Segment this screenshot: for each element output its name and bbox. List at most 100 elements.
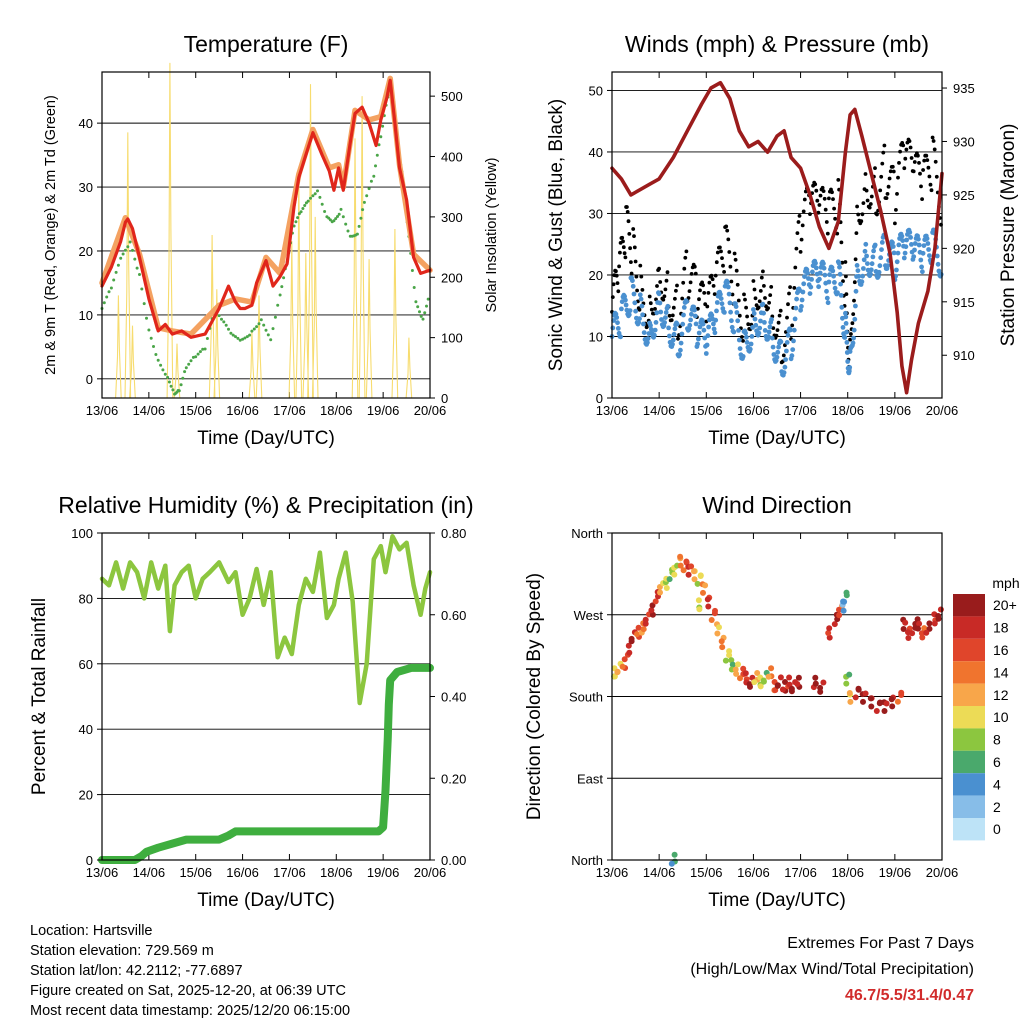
wind-point <box>665 303 671 309</box>
wind-point <box>831 273 836 279</box>
colorbar-label: 10 <box>993 709 1009 725</box>
direction-point <box>881 708 888 714</box>
direction-point <box>625 642 632 649</box>
gust-point <box>921 168 925 172</box>
dewpoint-point <box>250 329 254 333</box>
wind-point <box>632 300 638 306</box>
wind-point <box>700 321 706 327</box>
gust-point <box>616 289 621 294</box>
wind-point <box>868 271 873 277</box>
gust-point <box>618 250 622 255</box>
gust-point <box>795 231 800 236</box>
dewpoint-point <box>355 232 359 236</box>
gust-point <box>786 302 790 307</box>
gust-point <box>763 296 767 300</box>
wind-point <box>670 341 675 347</box>
gust-point <box>850 321 855 326</box>
gust-point <box>626 219 631 224</box>
gust-point <box>714 260 719 265</box>
direction-point <box>840 607 847 614</box>
wind-point <box>853 288 859 294</box>
gust-series <box>610 135 943 372</box>
y-tick-label: 40 <box>79 722 93 737</box>
x-tick-label: 15/06 <box>690 403 723 418</box>
direction-chart: Wind Direction 13/06 14/06 15/06 16/06 17/06 1… <box>524 492 1020 911</box>
dewpoint-point <box>306 199 310 203</box>
y-tick-label: South <box>569 690 603 705</box>
wind-point <box>714 300 720 305</box>
colorbar-label: 18 <box>993 620 1009 636</box>
y-tick-label: North <box>571 526 603 541</box>
gust-point <box>880 161 885 166</box>
direction-point <box>889 703 896 710</box>
wind-point <box>623 297 628 303</box>
gust-point <box>658 280 663 284</box>
y-tick-label-right: 300 <box>441 210 463 225</box>
wind-point <box>686 326 692 332</box>
colorbar-swatch <box>953 818 985 841</box>
gust-point <box>922 158 927 163</box>
gust-point <box>818 193 823 198</box>
y-tick-label-right: 200 <box>441 270 463 285</box>
gust-point <box>853 257 858 262</box>
gust-point <box>839 240 844 245</box>
gust-point <box>823 207 828 212</box>
direction-point <box>774 682 781 689</box>
solar-spike <box>173 343 181 399</box>
wind-point <box>789 353 795 359</box>
dewpoint-point <box>262 323 266 327</box>
wind-point <box>731 329 737 335</box>
colorbar-swatch <box>953 661 985 684</box>
wind-point <box>640 312 645 318</box>
wind-point <box>895 250 901 256</box>
gust-point <box>925 158 930 163</box>
gust-point <box>886 184 891 189</box>
wind-point <box>840 325 846 330</box>
direction-point <box>649 602 656 609</box>
gust-point <box>720 256 724 260</box>
wind-point <box>709 312 715 318</box>
solar-spike <box>307 84 314 399</box>
wind-point <box>885 263 891 268</box>
dewpoint-point <box>276 303 280 307</box>
dewpoint-point <box>203 347 207 351</box>
wind-point <box>839 304 845 310</box>
wind-point <box>706 324 711 330</box>
gust-point <box>836 178 841 182</box>
wind-point <box>722 310 727 315</box>
gust-point <box>733 257 738 262</box>
dewpoint-point <box>294 220 298 224</box>
x-axis-label: Time (Day/UTC) <box>708 428 846 449</box>
precipitation-line <box>98 663 434 864</box>
direction-point <box>888 696 895 703</box>
direction-point <box>754 670 761 676</box>
direction-point <box>841 598 848 605</box>
wind-point <box>659 317 664 322</box>
direction-point <box>735 661 741 668</box>
gust-point <box>661 297 666 302</box>
solar-spike <box>213 289 221 399</box>
colorbar-swatch <box>953 750 985 774</box>
dewpoint-point <box>372 174 376 178</box>
dewpoint-point <box>412 286 416 289</box>
wind-point <box>938 272 944 277</box>
gust-point <box>762 284 766 288</box>
solar-spike <box>391 228 399 399</box>
wind-point <box>920 250 926 256</box>
direction-point <box>788 688 795 695</box>
wind-point <box>850 340 856 346</box>
dewpoint-point <box>416 305 420 309</box>
wind-point <box>827 272 832 278</box>
solar-spike <box>124 132 132 399</box>
dewpoint-point <box>303 204 307 207</box>
y-tick-label-right: 0.40 <box>441 690 466 705</box>
y-tick-label-right: 925 <box>953 188 975 203</box>
wind-point <box>863 241 869 247</box>
wind-point <box>782 364 788 370</box>
dewpoint-point <box>278 293 282 297</box>
x-tick-label: 20/06 <box>926 865 959 880</box>
y-tick-label: 0 <box>86 853 93 868</box>
dewpoint-point <box>220 317 223 321</box>
gust-point <box>778 308 783 313</box>
dewpoint-point <box>311 194 315 198</box>
